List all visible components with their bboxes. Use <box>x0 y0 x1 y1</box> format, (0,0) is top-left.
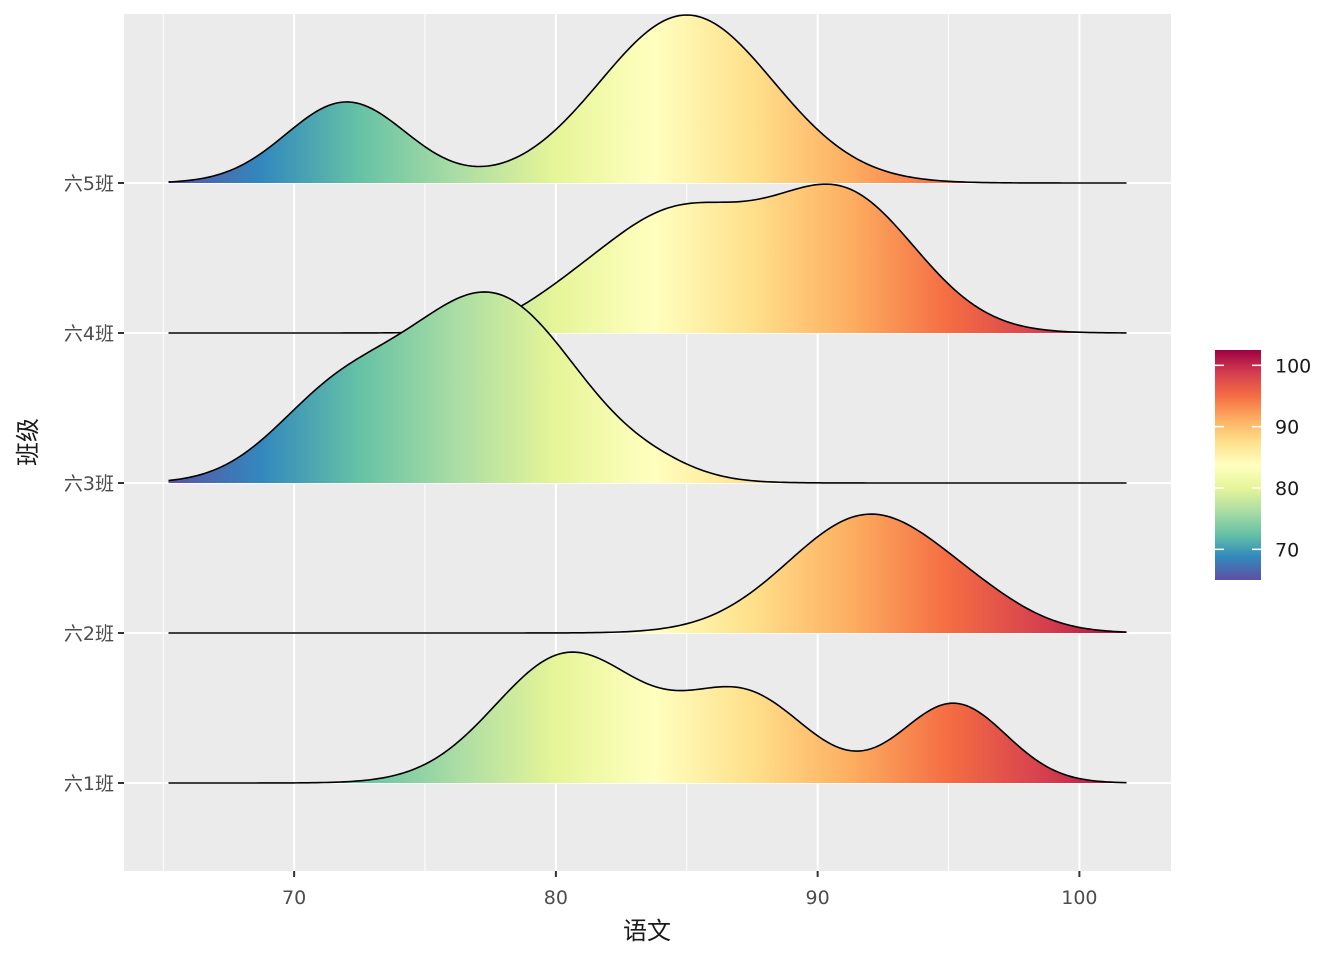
colorbar-tick-label: 90 <box>1275 417 1299 439</box>
ridge-area <box>168 15 1127 183</box>
y-tick-label: 六3班 <box>64 473 114 495</box>
ridge-area <box>168 291 1127 483</box>
colorbar-tick-label: 80 <box>1275 478 1299 500</box>
y-tick-label: 六5班 <box>64 173 114 195</box>
ridge-4 <box>168 183 1127 334</box>
colorbar-legend: 70 80 90 100 <box>1215 350 1311 580</box>
ridge-5 <box>168 14 1127 184</box>
y-tick-label: 六2班 <box>64 623 114 645</box>
ridge-2 <box>168 513 1127 634</box>
ridge-outline <box>168 14 1127 184</box>
ridge-outline <box>168 651 1127 784</box>
x-axis: 70 80 90 100 <box>282 871 1098 909</box>
ridge-3 <box>168 291 1127 484</box>
colorbar-tick-label: 100 <box>1275 355 1311 377</box>
y-axis: 六1班 六2班 六3班 六4班 六5班 <box>64 173 124 795</box>
ridge-area <box>168 514 1127 633</box>
ridge-outline <box>168 291 1127 484</box>
colorbar-tick-label: 70 <box>1275 539 1299 561</box>
ridge-outline <box>168 513 1127 634</box>
x-tick-label: 90 <box>806 887 830 909</box>
ridge-outline <box>168 183 1127 334</box>
y-tick-label: 六1班 <box>64 773 114 795</box>
ridge-area <box>168 184 1127 333</box>
x-tick-label: 70 <box>282 887 306 909</box>
ridge-area <box>168 652 1127 783</box>
y-tick-label: 六4班 <box>64 323 114 345</box>
colorbar <box>1215 350 1261 580</box>
y-axis-title: 班级 <box>14 418 42 466</box>
ridge-1 <box>168 651 1127 784</box>
x-tick-label: 100 <box>1061 887 1097 909</box>
ridges <box>168 14 1127 784</box>
x-axis-title: 语文 <box>623 917 671 945</box>
x-tick-label: 80 <box>544 887 568 909</box>
